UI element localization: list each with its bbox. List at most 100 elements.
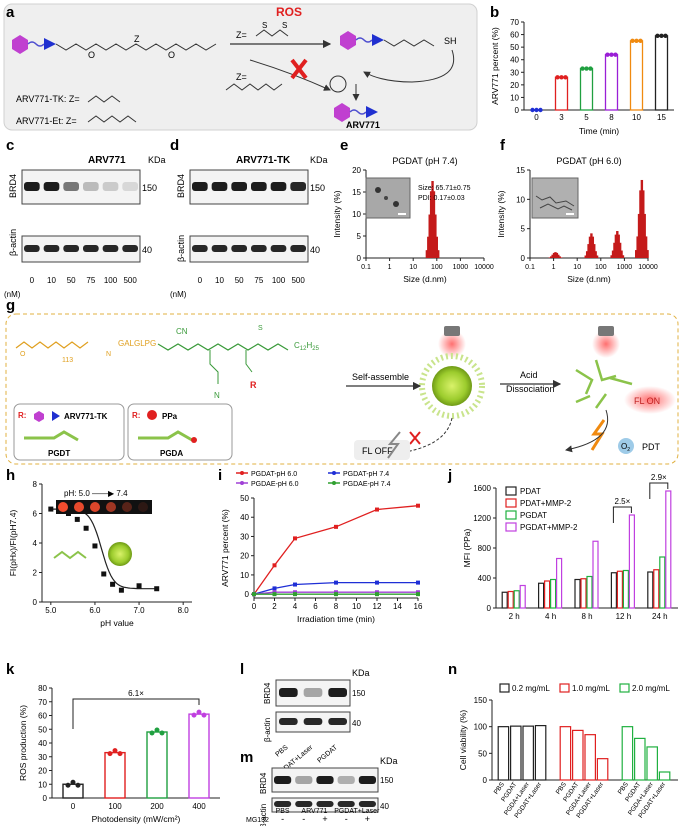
j-bracket — [612, 506, 632, 523]
i-point — [293, 582, 297, 587]
b-bar — [629, 40, 644, 111]
h-x-tick-label: 6.0 — [89, 606, 101, 615]
pdt-arrow — [565, 409, 608, 453]
k-point — [112, 748, 118, 754]
tk-definition: ARV771-TK: Z= — [16, 94, 80, 104]
m-lane-label: PBS — [276, 808, 290, 815]
f-y-tick-label: 5 — [357, 232, 362, 241]
m-mg132-sign: - — [302, 814, 305, 824]
j-bar — [647, 571, 654, 609]
g-bar — [590, 233, 593, 258]
j-bar — [653, 569, 660, 609]
d-actin-band — [192, 245, 208, 252]
g-bar — [635, 250, 638, 258]
h-point — [83, 525, 89, 531]
product-chain — [383, 39, 435, 47]
g-x-tick-label: 100 — [595, 264, 607, 271]
b-ylabel: ARV771 percent (%) — [490, 27, 500, 105]
blot-d-row2: β-actin — [176, 235, 186, 262]
h-x-tick-label: 7.0 — [133, 606, 145, 615]
g-bar — [558, 256, 561, 258]
k-point — [65, 782, 71, 788]
f-y-tick-label: 0 — [357, 254, 362, 263]
self-assemble-label: Self-assemble — [352, 372, 409, 382]
f-bar — [434, 214, 437, 258]
h-xlabel: pH value — [100, 618, 134, 628]
g-bar — [639, 190, 642, 258]
f-x-tick-label: 1 — [388, 264, 392, 271]
n-bar — [559, 726, 572, 781]
k-point — [191, 712, 197, 718]
m-actin-band — [337, 801, 355, 807]
arv-tk-label: ARV771-TK — [64, 412, 108, 421]
f-bar — [428, 214, 431, 258]
g-bar — [551, 254, 554, 258]
k-y-tick-label: 80 — [38, 684, 47, 693]
g-bar — [640, 179, 644, 258]
g-x-tick-label: 1000 — [617, 264, 633, 271]
i-legend-label: PGDAT-pH 7.4 — [343, 471, 389, 478]
chart-k: 0 10 20 30 40 50 60 70 80 ROS production (%) Photo… — [18, 684, 220, 824]
d-actin-band — [251, 245, 267, 252]
g-x-tick-label: 0.1 — [525, 264, 535, 271]
i-point — [416, 592, 420, 597]
blot-c-unit: (nM) — [4, 290, 21, 299]
b-point — [563, 75, 568, 80]
c-brd4-band — [24, 182, 40, 191]
m-actin-band — [274, 801, 292, 807]
blot-d-brd4 — [189, 169, 309, 205]
panel-label-n: n — [448, 661, 457, 678]
c-actin-band — [83, 245, 99, 252]
chart-f: PGDAT (pH 7.4) 0 5 10 15 20 Intensity (%) Size … — [332, 156, 494, 284]
f-xlabel: Size (d.nm) — [403, 274, 447, 284]
z-main-label: Z — [134, 34, 140, 44]
n-y-tick-label: 100 — [474, 723, 488, 732]
i-y-tick-label: 20 — [240, 552, 249, 561]
i-x-tick-label: 12 — [373, 602, 382, 611]
j-legend-swatch — [505, 522, 517, 532]
n-bar — [510, 725, 522, 781]
j-x-tick-label: 24 h — [652, 612, 668, 621]
b-point — [559, 75, 564, 80]
n-bar — [534, 724, 547, 781]
h-point — [154, 586, 160, 592]
k-xlabel: Photodensity (mW/cm²) — [92, 814, 181, 824]
j-bar — [665, 490, 672, 609]
o2-label: O2 — [621, 442, 630, 453]
i-legend-marker — [332, 481, 336, 485]
pdi-text: PDI: 0.17±0.03 — [418, 195, 465, 202]
peg-repeat: 113 — [62, 357, 73, 364]
c-lane-label: 75 — [86, 276, 95, 285]
n-bar — [497, 726, 510, 781]
b-point — [638, 38, 643, 44]
h-point — [136, 583, 142, 589]
c-brd4-band — [43, 182, 60, 191]
b-point — [538, 107, 543, 113]
j-annotation: 2.9× — [651, 473, 667, 482]
d-brd4-band — [251, 182, 267, 191]
k-x-tick-label: 100 — [108, 802, 122, 811]
i-legend-label: PGDAE-pH 6.0 — [251, 481, 299, 488]
mg132-signs: - - + - + — [281, 814, 370, 824]
b-x-tick-label: 5 — [584, 113, 589, 122]
panel-c: c ARV771 KDa BRD4 β-actin 150 40 (nM) 0 1… — [4, 137, 166, 299]
g-bar — [595, 255, 599, 258]
b-y-tick-label: 0 — [515, 106, 520, 115]
panel-d: d ARV771-TK KDa BRD4 β-actin 150 40 (nM)… — [170, 137, 328, 299]
b-bar — [579, 67, 594, 111]
blot-c-m40: 40 — [142, 245, 152, 255]
g-bar — [593, 244, 596, 258]
peg-chain — [15, 341, 89, 349]
blot-c-m150: 150 — [142, 183, 157, 193]
blot-l-row1: BRD4 — [263, 682, 272, 704]
j-x-tick-label: 4 h — [545, 612, 556, 621]
blot-d-row1: BRD4 — [176, 174, 186, 198]
d-lane-label: 75 — [254, 276, 263, 285]
i-point — [375, 592, 379, 597]
h-chain-sketch — [53, 550, 87, 560]
i-legend-marker — [240, 471, 244, 475]
d-lane-label: 500 — [291, 276, 305, 285]
g-bar — [636, 236, 639, 258]
dissociation-label: Dissociation — [506, 384, 555, 394]
